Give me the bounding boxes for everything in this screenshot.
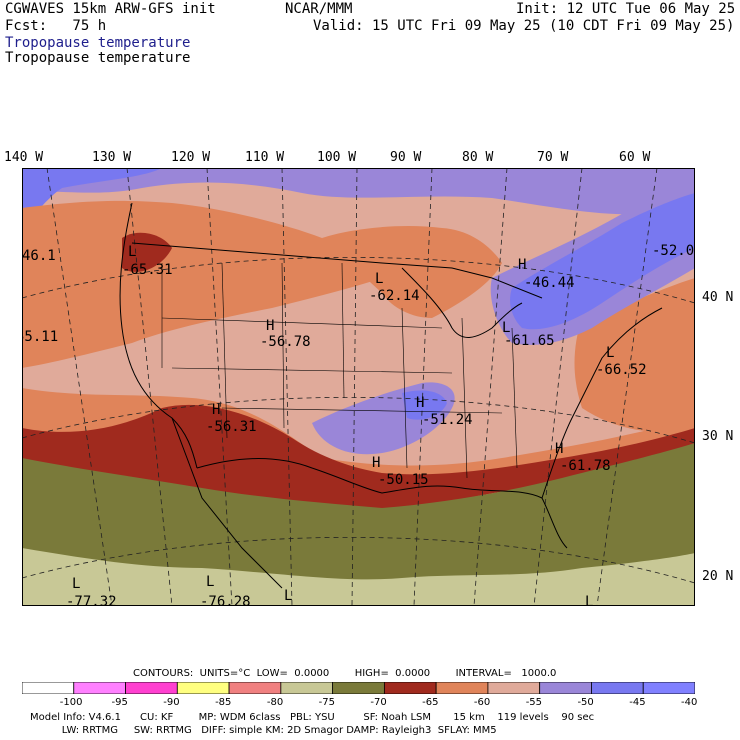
low-marker-4: L [606,345,614,361]
band-65-south [22,404,695,513]
low-value-5: -77.32 [66,594,117,606]
scale-tick-label: -95 [111,697,128,708]
color-swatch [642,682,695,694]
color-swatch [280,682,334,694]
color-swatch [539,682,592,694]
high-value-2: -46.44 [524,275,575,291]
lon-label-120w: 120 W [171,150,211,165]
high-value-4: -51.24 [422,412,473,428]
high-marker-4: H [416,395,424,411]
color-swatch [125,682,178,694]
valid-time: Valid: 15 UTC Fri 09 May 25 (10 CDT Fri … [313,18,735,34]
lat-label-40n: 40 N [702,290,734,305]
band-60-north-central [322,226,502,318]
lon-label-140w: 140 W [4,150,44,165]
scale-tick-label: -40 [681,697,698,708]
lat-label-20n: 20 N [702,569,734,584]
lat-label-30n: 30 N [702,429,734,444]
scale-tick-label: -75 [318,697,335,708]
high-value-5: -50.15 [378,472,429,488]
color-swatch [435,682,489,694]
band-50-north [22,168,695,215]
lon-label-80w: 80 W [462,150,494,165]
color-swatch [487,682,541,694]
edge-value-east: -52.0 [652,243,694,259]
high-marker-1: H [266,318,274,334]
scale-tick-label: -80 [266,697,284,708]
high-marker-2: H [518,257,526,273]
color-swatch [228,682,282,694]
model-info-line1: Model Info: V4.6.1 CU: KF MP: WDM 6class… [30,712,595,723]
scale-tick-label: -60 [473,697,491,708]
low-value-2: -62.14 [369,288,420,304]
graticule [22,168,695,606]
scale-tick-label: -90 [163,697,180,708]
low-value-6: -76.28 [200,594,251,606]
scale-tick-label: -100 [59,697,83,708]
high-value-3: -56.31 [206,419,257,435]
band-70-south [22,443,695,606]
edge-value-west-2: 55.11 [22,329,58,345]
scale-tick-label: -50 [577,697,594,708]
scale-tick-label: -85 [215,697,232,708]
state-borders [161,262,518,479]
low-value-3: -61.65 [504,333,555,349]
low-marker-7: L [284,588,292,604]
scale-tick-label: -45 [629,697,646,708]
lon-label-110w: 110 W [245,150,285,165]
high-marker-5: H [372,455,380,471]
lon-label-130w: 130 W [92,150,132,165]
forecast-hour: Fcst: 75 h [5,18,107,34]
lon-label-60w: 60 W [619,150,651,165]
field-title: Tropopause temperature [5,35,191,51]
low-value-1: -65.31 [122,262,173,278]
init-time: Init: 12 UTC Tue 06 May 25 [516,1,736,17]
field-subtitle: Tropopause temperature [5,50,191,66]
band-45-south-central [402,390,447,420]
low-marker-2: L [375,271,383,287]
scale-tick-label: -65 [422,697,439,708]
high-value-6: -61.78 [560,458,611,474]
low-marker-3: L [502,320,510,336]
color-swatch [22,682,75,694]
band-75-south [22,548,695,606]
color-scale-bar [22,682,695,694]
scale-tick-label: -70 [370,697,387,708]
low-marker-8: L [585,594,593,606]
coastlines [119,202,663,589]
color-swatch [176,682,230,694]
model-info-line2: LW: RRTMG SW: RRTMG DIFF: simple KM: 2D … [30,725,497,736]
low-marker-1: L [128,244,136,260]
org-label: NCAR/MMM [285,1,353,17]
lon-label-90w: 90 W [390,150,422,165]
band-45-northwest [22,168,162,228]
low-marker-5: L [72,576,80,592]
color-swatch [591,682,644,694]
lon-label-100w: 100 W [317,150,357,165]
band-60-northwest [22,200,382,368]
low-value-4: -66.52 [596,362,647,378]
edge-value-west-1: 46.1 [22,248,56,264]
high-marker-6: H [555,441,563,457]
low-marker-6: L [206,574,214,590]
high-marker-3: H [212,402,220,418]
band-45-east [510,193,695,330]
model-title: CGWAVES 15km ARW-GFS init [5,1,216,17]
map-frame [22,168,695,606]
scale-tick-label: -55 [525,697,543,708]
lon-label-70w: 70 W [537,150,569,165]
color-swatch [383,682,437,694]
tropopause-temperature-map: L -65.31 H -56.78 L -62.14 H -46.44 L -6… [22,168,695,606]
contour-info: CONTOURS: UNITS=°C LOW= 0.0000 HIGH= 0.0… [133,668,557,679]
high-value-1: -56.78 [260,334,311,350]
color-swatch [332,682,385,694]
color-swatch [73,682,126,694]
